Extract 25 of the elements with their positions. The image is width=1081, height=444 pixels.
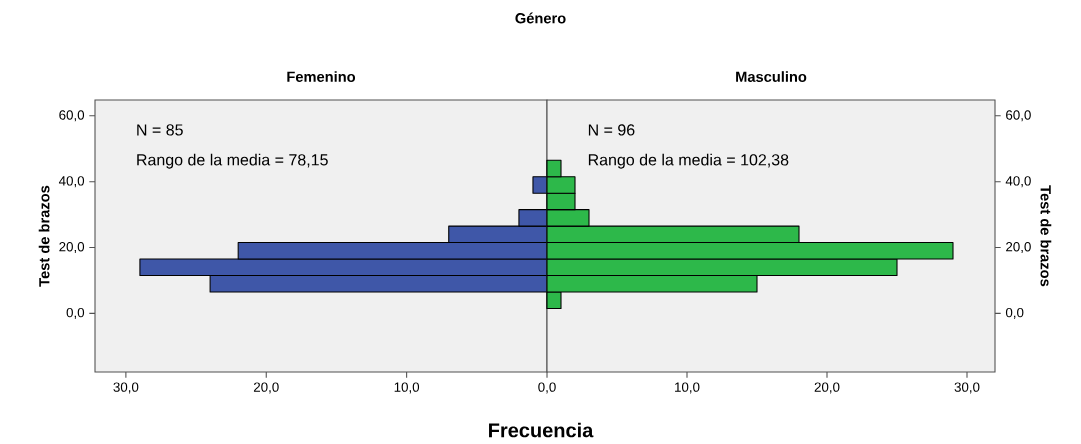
x-tick-label: 30,0 — [113, 382, 139, 394]
chart-subtitle: Masculino — [736, 71, 807, 82]
x-tick-label: 0,0 — [538, 382, 556, 394]
x-tick-label: 10,0 — [394, 382, 420, 394]
y-axis-title: Test de brazos — [1040, 185, 1052, 287]
y-tick-label: 40,0 — [1005, 176, 1031, 188]
annotation: N = 96 — [588, 124, 635, 136]
y-tick-label: 0,0 — [1005, 307, 1024, 319]
x-tick-label: 20,0 — [253, 382, 279, 394]
annotation: N = 85 — [137, 124, 183, 136]
y-tick-label: 40,0 — [58, 176, 85, 188]
y-tick-label: 20,0 — [1006, 242, 1031, 254]
chart-title: Género — [515, 12, 566, 24]
y-tick-label: 20,0 — [59, 242, 85, 254]
y-tick-label: 0,0 — [66, 307, 85, 319]
x-axis-title: Frecuencia — [489, 422, 594, 438]
annotation: Rango de la media = 78,15 — [137, 153, 328, 169]
chart-subtitle: Femenino — [287, 71, 356, 82]
y-axis-title: Test de brazos — [38, 185, 50, 287]
y-tick-label: 60,0 — [1006, 110, 1031, 122]
annotation: Rango de la media = 102,38 — [588, 153, 789, 169]
x-tick-label: 10,0 — [675, 382, 700, 394]
x-tick-label: 30,0 — [954, 382, 980, 394]
x-tick-label: 20,0 — [814, 382, 840, 394]
y-tick-label: 60,0 — [59, 110, 85, 122]
